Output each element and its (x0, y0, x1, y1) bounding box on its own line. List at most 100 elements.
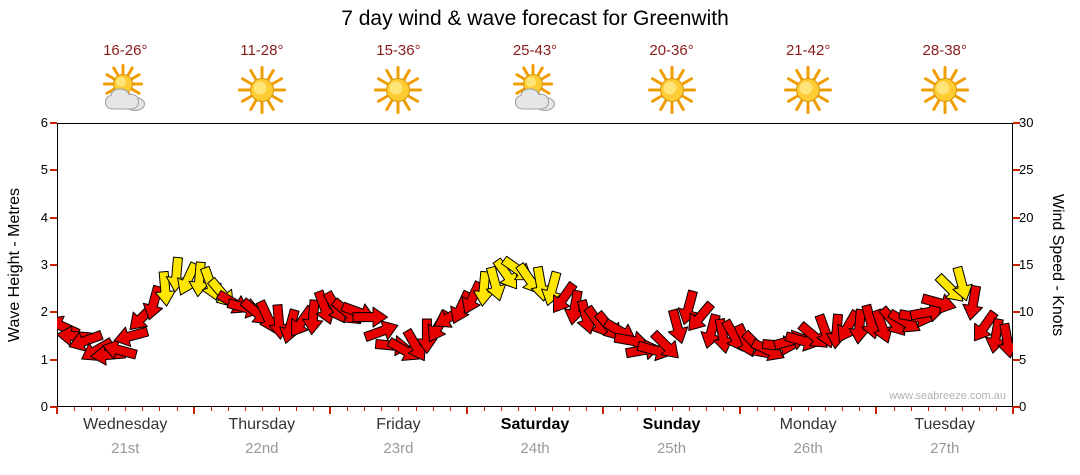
right-axis-tick (1013, 169, 1020, 172)
wind-arrow (352, 306, 388, 328)
left-axis-tick (50, 358, 57, 361)
wind-arrows-layer (57, 255, 1013, 366)
x-axis-minor-tick (313, 407, 315, 411)
day-date: 24th (520, 440, 550, 457)
right-axis-title: Wind Speed - Knots (1049, 193, 1066, 337)
right-axis-tick-label: 25 (1019, 162, 1034, 178)
right-axis-tick-label: 15 (1019, 257, 1034, 272)
x-axis-minor-tick (142, 407, 144, 411)
x-axis-minor-tick (517, 407, 519, 411)
x-axis-minor-tick (535, 407, 536, 411)
sun-icon (784, 66, 833, 114)
wind-arrow (552, 281, 578, 313)
x-axis-minor-tick (910, 407, 912, 411)
x-axis-minor-tick (756, 407, 758, 411)
right-axis-tick (1013, 358, 1020, 361)
temp-range: 25-43° (512, 42, 558, 59)
x-axis-minor-tick (278, 407, 280, 411)
right-axis-tick-label: 30 (1019, 115, 1034, 130)
x-axis-minor-tick (688, 407, 690, 411)
day-name: Saturday (500, 416, 570, 433)
right-axis-tick (1013, 122, 1020, 124)
day-name: Thursday (228, 416, 296, 433)
right-axis-tick (1013, 216, 1020, 219)
x-axis-minor-tick (125, 407, 127, 411)
wind-arrow (952, 265, 973, 302)
wind-arrow (688, 300, 715, 332)
x-axis-minor-tick (637, 407, 639, 411)
temp-range: 15-36° (376, 42, 421, 59)
x-axis-minor-tick (398, 407, 400, 411)
x-axis-major-tick (875, 407, 878, 414)
right-axis-tick-label: 20 (1019, 209, 1034, 225)
wind-arrow (667, 308, 689, 344)
x-axis-minor-tick (825, 407, 827, 411)
temp-range: 20-36° (649, 42, 694, 59)
x-axis-major-tick (738, 407, 741, 414)
left-axis-title: Wave Height - Metres (6, 187, 23, 343)
x-axis-minor-tick (91, 407, 93, 411)
x-axis-minor-tick (995, 407, 997, 411)
right-axis-tick (1013, 311, 1020, 314)
wind-arrow (363, 320, 399, 342)
day-date: 25th (656, 440, 687, 457)
wind-arrow (102, 339, 138, 360)
wind-arrow (797, 321, 828, 348)
x-axis-minor-tick (944, 407, 946, 411)
sun-icon (237, 66, 286, 114)
x-axis-minor-tick (671, 407, 673, 411)
left-axis-tick-label: 0 (40, 399, 48, 414)
right-axis-tick-label: 0 (1019, 399, 1027, 414)
temp-range: 21-42° (785, 42, 831, 59)
day-date: 27th (930, 440, 960, 457)
day-date: 26th (793, 440, 823, 457)
x-axis-minor-tick (381, 407, 383, 411)
x-axis-minor-tick (552, 407, 554, 411)
left-axis-tick-label: 6 (40, 115, 48, 130)
day-name: Wednesday (83, 416, 168, 433)
right-axis-tick (1013, 264, 1020, 266)
x-axis-minor-tick (210, 407, 212, 411)
left-axis-tick (50, 311, 57, 314)
day-name: Tuesday (914, 416, 976, 433)
left-axis-tick (50, 216, 57, 219)
wind-arrow (461, 280, 485, 315)
chart-title: 7 day wind & wave forecast for Greenwith (341, 7, 729, 30)
sun-icon (374, 66, 423, 114)
wind-arrow (871, 308, 894, 344)
x-axis-minor-tick (364, 407, 366, 411)
x-axis-minor-tick (261, 407, 263, 411)
x-axis-minor-tick (620, 407, 622, 411)
x-axis-minor-tick (159, 407, 161, 411)
weather-icon-wrap (919, 64, 971, 116)
weather-icon-wrap (372, 64, 424, 116)
weather-icon-wrap (99, 64, 151, 116)
x-axis-minor-tick (774, 407, 775, 411)
watermark: www.seabreeze.com.au (889, 390, 1006, 402)
x-axis-major-tick (192, 407, 195, 414)
x-axis-minor-tick (842, 407, 844, 411)
wind-arrow (973, 309, 999, 342)
x-axis-major-tick (56, 407, 58, 414)
right-axis-tick-label: 10 (1019, 304, 1034, 320)
x-axis-minor-tick (978, 407, 980, 411)
x-axis-minor-tick (296, 407, 297, 411)
x-axis-major-tick (602, 407, 605, 414)
x-axis-minor-tick (347, 407, 349, 411)
temp-range: 16-26° (103, 42, 148, 59)
day-date: 22nd (245, 440, 279, 457)
wind-arrow (934, 272, 964, 302)
day-name: Sunday (642, 416, 701, 433)
temp-range: 11-28° (240, 42, 284, 59)
x-axis-minor-tick (415, 407, 417, 411)
sun-cloud-icon (513, 64, 555, 111)
x-axis-minor-tick (432, 407, 434, 411)
x-axis-minor-tick (500, 407, 502, 411)
day-date: 23rd (383, 440, 414, 457)
sun-icon (920, 66, 969, 114)
wind-arrow (962, 284, 984, 321)
x-axis-minor-tick (227, 407, 229, 411)
x-axis-minor-tick (483, 407, 485, 411)
x-axis-minor-tick (722, 407, 724, 411)
x-axis-minor-tick (74, 407, 76, 411)
